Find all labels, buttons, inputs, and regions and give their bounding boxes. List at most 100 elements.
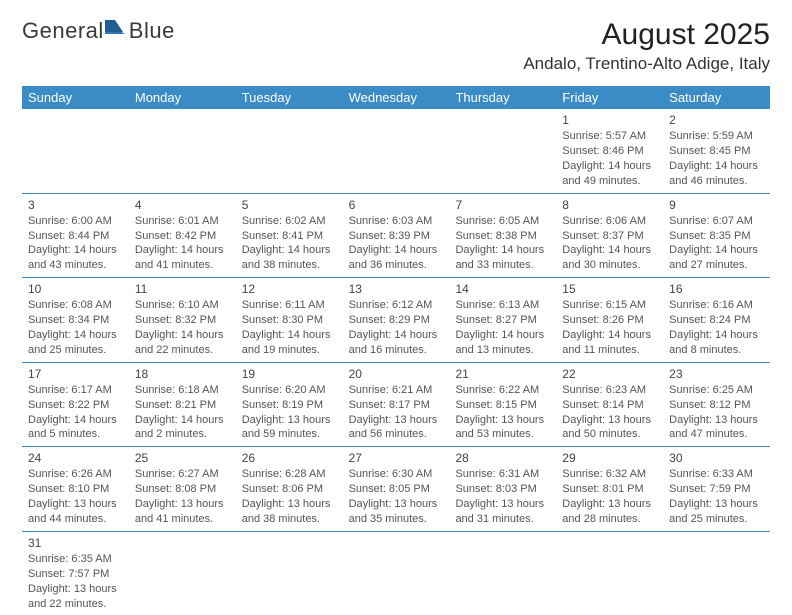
week-row: 24Sunrise: 6:26 AMSunset: 8:10 PMDayligh… — [22, 447, 770, 532]
daylight-text: and 22 minutes. — [28, 597, 123, 612]
empty-cell — [129, 532, 236, 615]
daylight-text: and 49 minutes. — [562, 174, 657, 189]
day-number: 9 — [669, 197, 764, 213]
week-row: 17Sunrise: 6:17 AMSunset: 8:22 PMDayligh… — [22, 363, 770, 448]
sunrise-text: Sunrise: 6:03 AM — [349, 214, 444, 229]
daylight-text: and 36 minutes. — [349, 258, 444, 273]
daylight-text: Daylight: 14 hours — [669, 328, 764, 343]
daylight-text: Daylight: 13 hours — [28, 497, 123, 512]
day-number: 5 — [242, 197, 337, 213]
sunrise-text: Sunrise: 6:26 AM — [28, 467, 123, 482]
daylight-text: Daylight: 14 hours — [669, 243, 764, 258]
daylight-text: and 11 minutes. — [562, 343, 657, 358]
daylight-text: Daylight: 13 hours — [669, 413, 764, 428]
daylight-text: and 22 minutes. — [135, 343, 230, 358]
daylight-text: and 56 minutes. — [349, 427, 444, 442]
daylight-text: and 31 minutes. — [455, 512, 550, 527]
sunrise-text: Sunrise: 6:07 AM — [669, 214, 764, 229]
day-number: 31 — [28, 535, 123, 551]
sunrise-text: Sunrise: 6:10 AM — [135, 298, 230, 313]
sunrise-text: Sunrise: 6:13 AM — [455, 298, 550, 313]
day-cell: 8Sunrise: 6:06 AMSunset: 8:37 PMDaylight… — [556, 194, 663, 278]
day-number: 12 — [242, 281, 337, 297]
daylight-text: and 2 minutes. — [135, 427, 230, 442]
sunrise-text: Sunrise: 6:25 AM — [669, 383, 764, 398]
day-cell: 16Sunrise: 6:16 AMSunset: 8:24 PMDayligh… — [663, 278, 770, 362]
day-cell: 9Sunrise: 6:07 AMSunset: 8:35 PMDaylight… — [663, 194, 770, 278]
daylight-text: Daylight: 14 hours — [669, 159, 764, 174]
day-cell: 15Sunrise: 6:15 AMSunset: 8:26 PMDayligh… — [556, 278, 663, 362]
daylight-text: Daylight: 14 hours — [349, 243, 444, 258]
sunset-text: Sunset: 8:21 PM — [135, 398, 230, 413]
daylight-text: Daylight: 14 hours — [242, 243, 337, 258]
daylight-text: and 53 minutes. — [455, 427, 550, 442]
day-cell: 10Sunrise: 6:08 AMSunset: 8:34 PMDayligh… — [22, 278, 129, 362]
day-number: 2 — [669, 112, 764, 128]
empty-cell — [129, 109, 236, 193]
daylight-text: Daylight: 14 hours — [455, 243, 550, 258]
sunrise-text: Sunrise: 6:16 AM — [669, 298, 764, 313]
day-cell: 20Sunrise: 6:21 AMSunset: 8:17 PMDayligh… — [343, 363, 450, 447]
day-cell: 31Sunrise: 6:35 AMSunset: 7:57 PMDayligh… — [22, 532, 129, 615]
sunrise-text: Sunrise: 6:20 AM — [242, 383, 337, 398]
day-number: 6 — [349, 197, 444, 213]
daylight-text: and 25 minutes. — [28, 343, 123, 358]
day-header: Wednesday — [343, 86, 450, 109]
sunrise-text: Sunrise: 6:28 AM — [242, 467, 337, 482]
day-number: 29 — [562, 450, 657, 466]
day-number: 18 — [135, 366, 230, 382]
daylight-text: and 13 minutes. — [455, 343, 550, 358]
day-header: Thursday — [449, 86, 556, 109]
daylight-text: Daylight: 14 hours — [455, 328, 550, 343]
weeks: 1Sunrise: 5:57 AMSunset: 8:46 PMDaylight… — [22, 109, 770, 615]
daylight-text: and 41 minutes. — [135, 258, 230, 273]
header: General Blue August 2025 Andalo, Trentin… — [0, 0, 792, 80]
day-number: 27 — [349, 450, 444, 466]
sunrise-text: Sunrise: 6:05 AM — [455, 214, 550, 229]
week-row: 10Sunrise: 6:08 AMSunset: 8:34 PMDayligh… — [22, 278, 770, 363]
sunrise-text: Sunrise: 6:27 AM — [135, 467, 230, 482]
day-cell: 18Sunrise: 6:18 AMSunset: 8:21 PMDayligh… — [129, 363, 236, 447]
sunset-text: Sunset: 8:06 PM — [242, 482, 337, 497]
sunrise-text: Sunrise: 6:35 AM — [28, 552, 123, 567]
day-number: 22 — [562, 366, 657, 382]
day-number: 26 — [242, 450, 337, 466]
daylight-text: and 41 minutes. — [135, 512, 230, 527]
sunset-text: Sunset: 8:39 PM — [349, 229, 444, 244]
sunset-text: Sunset: 8:32 PM — [135, 313, 230, 328]
week-row: 1Sunrise: 5:57 AMSunset: 8:46 PMDaylight… — [22, 109, 770, 194]
day-cell: 12Sunrise: 6:11 AMSunset: 8:30 PMDayligh… — [236, 278, 343, 362]
daylight-text: and 46 minutes. — [669, 174, 764, 189]
sunset-text: Sunset: 8:24 PM — [669, 313, 764, 328]
month-title: August 2025 — [523, 18, 770, 52]
day-cell: 3Sunrise: 6:00 AMSunset: 8:44 PMDaylight… — [22, 194, 129, 278]
week-row: 3Sunrise: 6:00 AMSunset: 8:44 PMDaylight… — [22, 194, 770, 279]
sunrise-text: Sunrise: 6:32 AM — [562, 467, 657, 482]
day-number: 4 — [135, 197, 230, 213]
daylight-text: and 28 minutes. — [562, 512, 657, 527]
day-number: 17 — [28, 366, 123, 382]
sunrise-text: Sunrise: 6:21 AM — [349, 383, 444, 398]
day-cell: 17Sunrise: 6:17 AMSunset: 8:22 PMDayligh… — [22, 363, 129, 447]
daylight-text: Daylight: 13 hours — [562, 413, 657, 428]
day-number: 15 — [562, 281, 657, 297]
logo-text-1: General — [22, 18, 104, 44]
daylight-text: Daylight: 13 hours — [455, 413, 550, 428]
day-number: 14 — [455, 281, 550, 297]
daylight-text: Daylight: 13 hours — [349, 413, 444, 428]
sunset-text: Sunset: 8:22 PM — [28, 398, 123, 413]
day-cell: 23Sunrise: 6:25 AMSunset: 8:12 PMDayligh… — [663, 363, 770, 447]
sunset-text: Sunset: 8:37 PM — [562, 229, 657, 244]
day-cell: 2Sunrise: 5:59 AMSunset: 8:45 PMDaylight… — [663, 109, 770, 193]
day-header: Friday — [556, 86, 663, 109]
day-header-row: Sunday Monday Tuesday Wednesday Thursday… — [22, 86, 770, 109]
sunset-text: Sunset: 8:41 PM — [242, 229, 337, 244]
daylight-text: and 33 minutes. — [455, 258, 550, 273]
sunset-text: Sunset: 8:27 PM — [455, 313, 550, 328]
daylight-text: Daylight: 14 hours — [135, 413, 230, 428]
sunrise-text: Sunrise: 6:02 AM — [242, 214, 337, 229]
daylight-text: Daylight: 13 hours — [135, 497, 230, 512]
day-number: 23 — [669, 366, 764, 382]
sunset-text: Sunset: 8:46 PM — [562, 144, 657, 159]
day-header: Tuesday — [236, 86, 343, 109]
